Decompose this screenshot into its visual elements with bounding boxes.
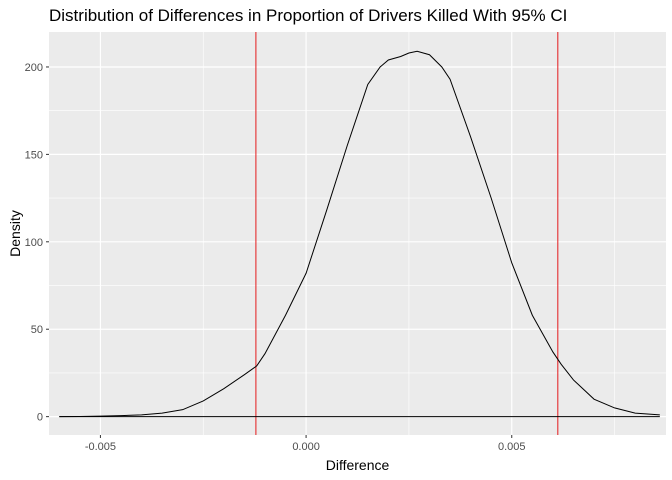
y-tick-label: 0 xyxy=(37,412,43,424)
y-axis-title: Density xyxy=(7,210,23,257)
density-series xyxy=(59,50,660,418)
chart-title: Distribution of Differences in Proportio… xyxy=(49,6,567,25)
density-curve xyxy=(59,50,660,418)
x-axis-title: Difference xyxy=(326,457,390,473)
ci-lines xyxy=(255,32,559,435)
x-tick-label: 0.005 xyxy=(498,441,526,453)
y-tick-label: 100 xyxy=(25,237,43,249)
x-tick-label: 0.000 xyxy=(292,441,320,453)
y-tick-label: 150 xyxy=(25,149,43,161)
plot-panel xyxy=(49,32,666,435)
y-axis: 0 50 100 150 200 xyxy=(25,62,49,424)
y-tick-label: 50 xyxy=(31,324,43,336)
x-axis: -0.005 0.000 0.005 xyxy=(85,435,526,453)
x-tick-label: -0.005 xyxy=(85,441,116,453)
y-tick-label: 200 xyxy=(25,62,43,74)
